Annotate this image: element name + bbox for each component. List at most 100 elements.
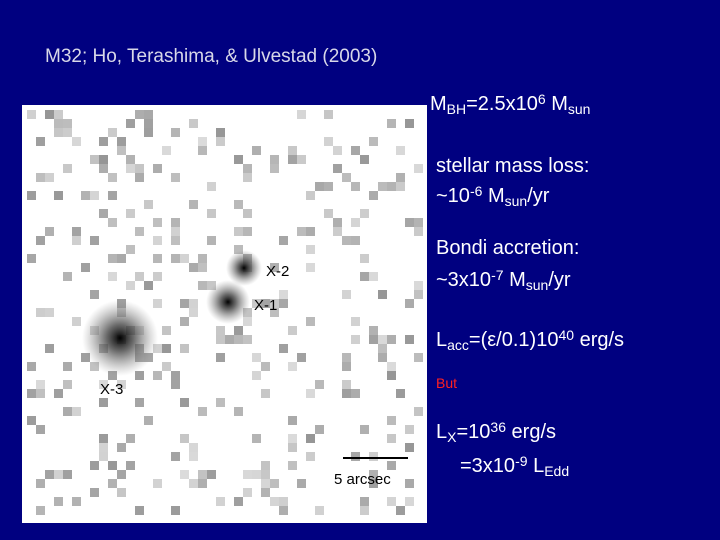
- noise-pixel: [333, 164, 342, 173]
- noise-pixel: [342, 290, 351, 299]
- note-text: But: [436, 375, 457, 391]
- noise-pixel: [279, 299, 288, 308]
- noise-pixel: [207, 209, 216, 218]
- noise-pixel: [288, 326, 297, 335]
- noise-pixel: [315, 380, 324, 389]
- noise-pixel: [270, 299, 279, 308]
- noise-pixel: [72, 137, 81, 146]
- note-text: -6: [470, 183, 483, 199]
- noise-pixel: [351, 317, 360, 326]
- noise-pixel: [414, 281, 423, 290]
- noise-pixel: [405, 299, 414, 308]
- noise-pixel: [135, 506, 144, 515]
- noise-pixel: [108, 173, 117, 182]
- noise-pixel: [144, 200, 153, 209]
- noise-pixel: [360, 254, 369, 263]
- noise-pixel: [378, 182, 387, 191]
- noise-pixel: [45, 173, 54, 182]
- noise-pixel: [234, 245, 243, 254]
- noise-pixel: [234, 326, 243, 335]
- noise-pixel: [108, 191, 117, 200]
- note-text: =3x10: [460, 455, 515, 477]
- noise-pixel: [108, 272, 117, 281]
- noise-pixel: [171, 236, 180, 245]
- noise-pixel: [189, 119, 198, 128]
- noise-pixel: [387, 335, 396, 344]
- noise-pixel: [387, 416, 396, 425]
- noise-pixel: [216, 353, 225, 362]
- noise-pixel: [63, 128, 72, 137]
- noise-pixel: [414, 218, 423, 227]
- noise-pixel: [369, 470, 378, 479]
- noise-pixel: [81, 191, 90, 200]
- noise-pixel: [387, 371, 396, 380]
- noise-pixel: [387, 119, 396, 128]
- noise-pixel: [198, 470, 207, 479]
- noise-pixel: [405, 218, 414, 227]
- note-line: But: [436, 375, 457, 391]
- noise-pixel: [198, 263, 207, 272]
- note-line: stellar mass loss:: [436, 155, 589, 177]
- noise-pixel: [171, 380, 180, 389]
- noise-pixel: [369, 272, 378, 281]
- noise-pixel: [54, 110, 63, 119]
- note-text: -7: [491, 267, 504, 283]
- noise-pixel: [207, 470, 216, 479]
- noise-pixel: [243, 227, 252, 236]
- noise-pixel: [189, 200, 198, 209]
- note-line: =3x10-9 LEdd: [460, 453, 569, 479]
- noise-pixel: [387, 434, 396, 443]
- noise-pixel: [261, 470, 270, 479]
- noise-pixel: [378, 335, 387, 344]
- noise-pixel: [315, 425, 324, 434]
- noise-pixel: [153, 272, 162, 281]
- noise-pixel: [351, 452, 360, 461]
- note-text: BH: [447, 101, 466, 117]
- noise-pixel: [234, 155, 243, 164]
- noise-pixel: [369, 335, 378, 344]
- noise-pixel: [342, 173, 351, 182]
- noise-pixel: [369, 479, 378, 488]
- noise-pixel: [387, 497, 396, 506]
- noise-pixel: [153, 344, 162, 353]
- noise-pixel: [261, 299, 270, 308]
- noise-pixel: [36, 479, 45, 488]
- note-line: LX=1036 erg/s: [436, 419, 556, 445]
- noise-pixel: [234, 335, 243, 344]
- noise-pixel: [234, 497, 243, 506]
- noise-pixel: [27, 389, 36, 398]
- noise-pixel: [324, 209, 333, 218]
- noise-pixel: [405, 335, 414, 344]
- noise-pixel: [342, 362, 351, 371]
- noise-pixel: [117, 380, 126, 389]
- noise-pixel: [360, 272, 369, 281]
- noise-pixel: [414, 290, 423, 299]
- note-text: Bondi accretion:: [436, 237, 579, 259]
- noise-pixel: [99, 443, 108, 452]
- noise-pixel: [261, 362, 270, 371]
- note-text: =2.5x10: [466, 93, 538, 115]
- noise-pixel: [72, 317, 81, 326]
- noise-pixel: [135, 227, 144, 236]
- noise-pixel: [45, 470, 54, 479]
- noise-pixel: [351, 146, 360, 155]
- noise-pixel: [36, 380, 45, 389]
- note-text: sun: [568, 101, 591, 117]
- noise-pixel: [351, 389, 360, 398]
- noise-pixel: [153, 236, 162, 245]
- noise-pixel: [54, 497, 63, 506]
- noise-pixel: [279, 497, 288, 506]
- noise-pixel: [252, 371, 261, 380]
- noise-pixel: [126, 434, 135, 443]
- noise-pixel: [225, 335, 234, 344]
- noise-pixel: [198, 479, 207, 488]
- noise-pixel: [153, 371, 162, 380]
- noise-pixel: [369, 137, 378, 146]
- noise-pixel: [306, 263, 315, 272]
- noise-pixel: [36, 173, 45, 182]
- noise-pixel: [54, 470, 63, 479]
- noise-pixel: [117, 470, 126, 479]
- noise-pixel: [54, 119, 63, 128]
- note-line: ~10-6 Msun/yr: [436, 183, 550, 209]
- noise-pixel: [333, 146, 342, 155]
